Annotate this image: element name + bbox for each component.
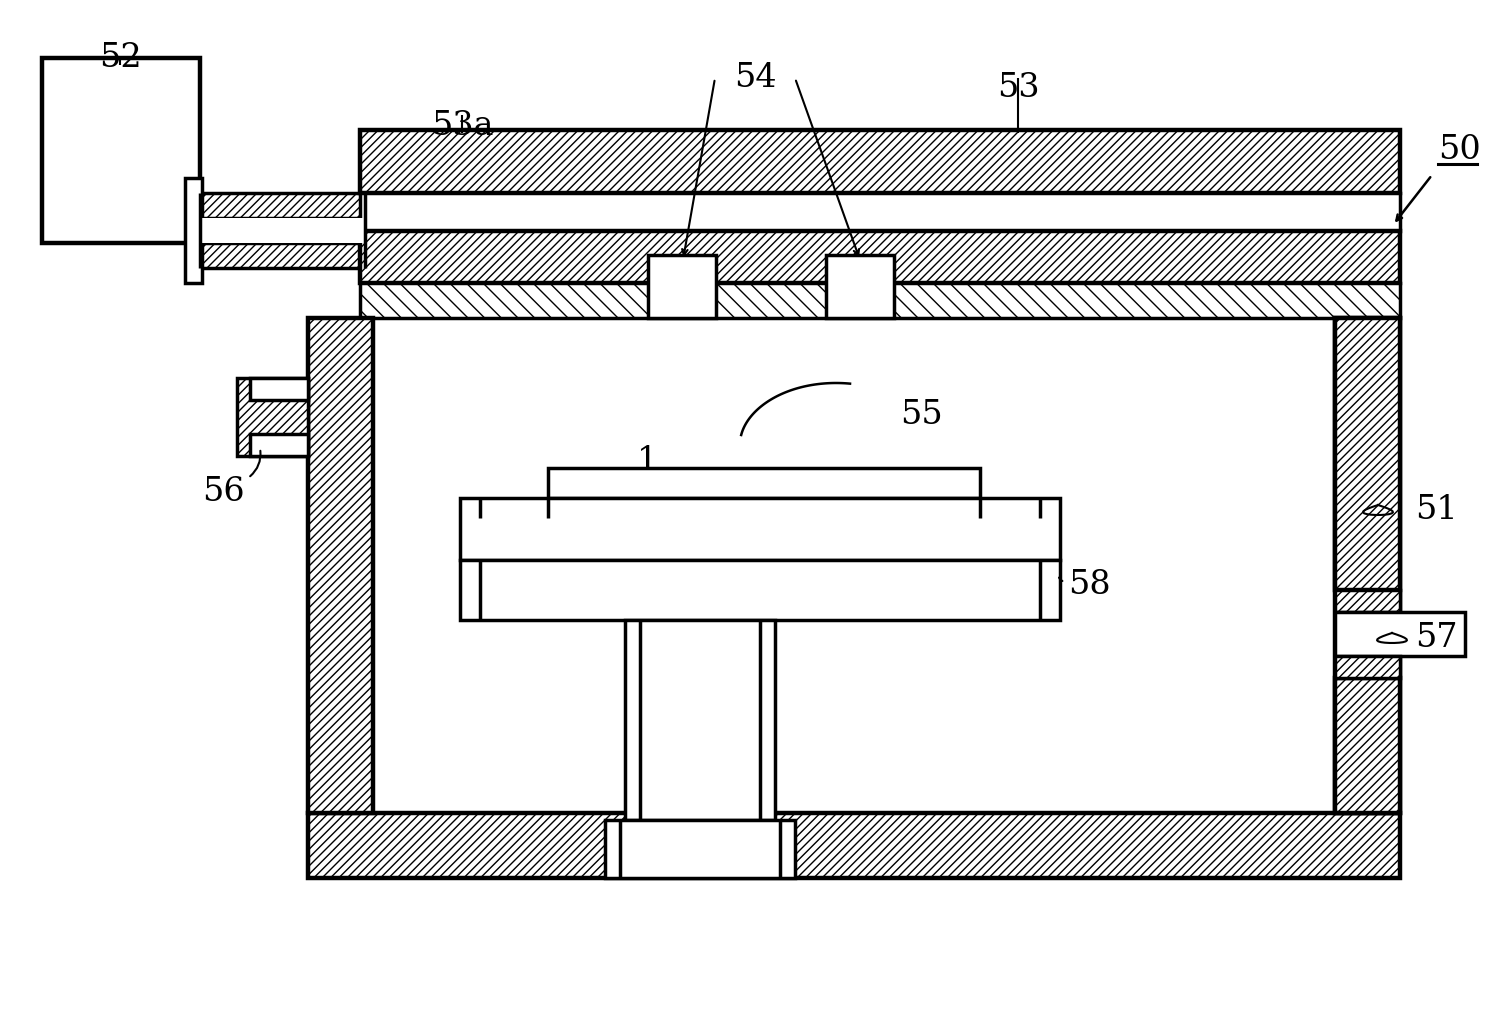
Bar xyxy=(1335,678,1400,813)
Bar xyxy=(647,255,715,318)
Text: 52: 52 xyxy=(98,42,142,74)
Text: 51: 51 xyxy=(1415,494,1458,526)
Bar xyxy=(1335,318,1400,590)
Bar xyxy=(308,813,1400,878)
Text: 56: 56 xyxy=(202,476,244,508)
Bar xyxy=(1335,656,1400,678)
Bar xyxy=(361,283,1400,318)
Bar xyxy=(605,820,795,878)
Text: 1: 1 xyxy=(637,445,658,477)
Bar xyxy=(237,378,308,456)
Bar xyxy=(1335,612,1465,656)
Bar xyxy=(42,58,201,243)
Text: 54: 54 xyxy=(733,62,776,94)
Bar xyxy=(548,468,979,498)
Bar xyxy=(201,193,365,218)
Bar xyxy=(1335,590,1400,612)
Bar xyxy=(460,498,1059,560)
Bar xyxy=(201,218,365,243)
Bar xyxy=(625,620,776,820)
Bar xyxy=(308,318,373,813)
Text: 55: 55 xyxy=(899,399,943,431)
Bar xyxy=(1335,318,1400,813)
Bar xyxy=(201,243,365,268)
Bar xyxy=(361,193,1400,231)
Bar xyxy=(250,434,308,456)
Bar xyxy=(460,560,1059,620)
Bar xyxy=(361,231,1400,283)
Bar xyxy=(186,178,202,283)
Text: 57: 57 xyxy=(1415,622,1458,654)
Text: 53: 53 xyxy=(996,72,1040,104)
Text: 50: 50 xyxy=(1438,134,1480,166)
Bar xyxy=(361,130,1400,193)
Text: 53a: 53a xyxy=(430,110,493,142)
Text: 58: 58 xyxy=(1068,569,1111,601)
Bar xyxy=(250,378,308,400)
Bar xyxy=(825,255,893,318)
